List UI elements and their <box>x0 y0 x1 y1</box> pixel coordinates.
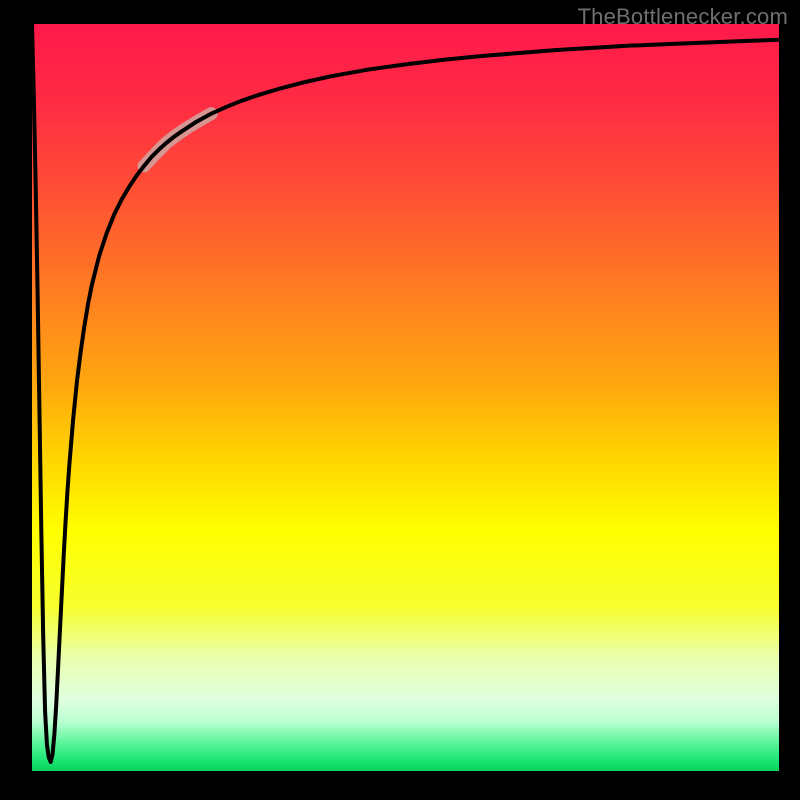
chart-plot-area <box>32 24 779 771</box>
bottleneck-chart <box>0 0 800 800</box>
watermark-text: TheBottlenecker.com <box>578 4 788 30</box>
